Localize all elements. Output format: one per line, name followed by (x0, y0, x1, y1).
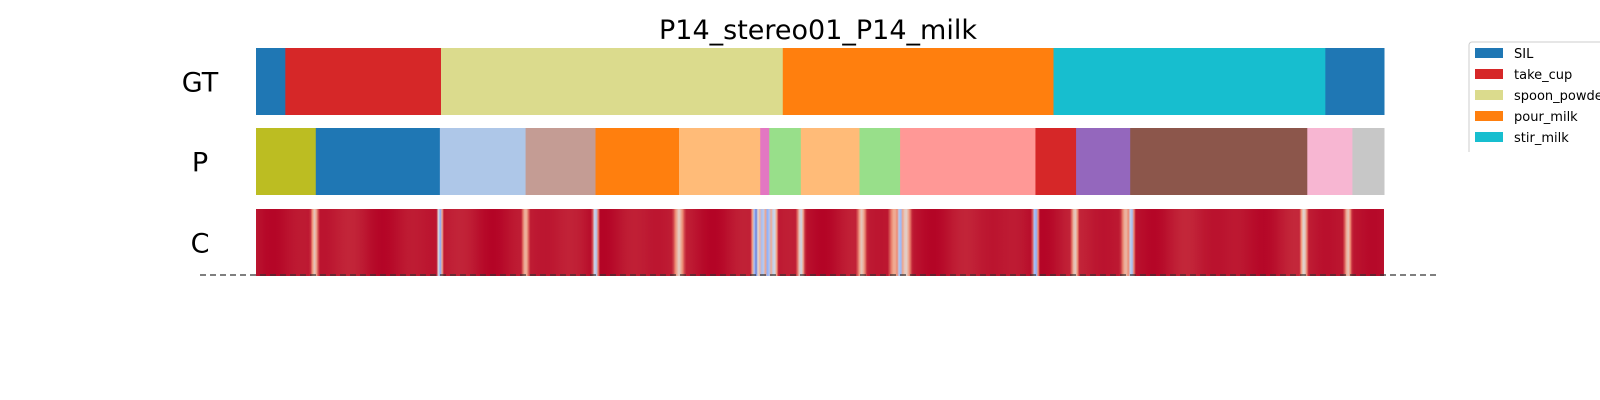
segment-p-13 (1130, 128, 1308, 195)
legend-swatch-3 (1475, 111, 1503, 121)
legend-label-2: spoon_powder (1514, 89, 1600, 104)
row-label-gt: GT (182, 68, 219, 99)
confidence-bar (256, 209, 1384, 276)
segment-gt-2 (440, 48, 784, 115)
legend-label-0: SIL (1514, 47, 1534, 62)
segment-p-9 (859, 128, 901, 195)
row-label-p: P (192, 148, 208, 179)
chart-title: P14_stereo01_P14_milk (659, 15, 977, 46)
segment-p-7 (769, 128, 802, 195)
segment-p-11 (1035, 128, 1077, 195)
row-label-c: C (191, 229, 210, 260)
legend: SIL take_cup spoon_powder pour_milk stir_mil… (1468, 41, 1600, 152)
segment-p-2 (439, 128, 527, 195)
segment-gt-0 (256, 48, 286, 115)
segment-p-3 (525, 128, 597, 195)
legend-swatch-4 (1475, 132, 1503, 142)
segment-p-5 (679, 128, 761, 195)
segment-gt-1 (285, 48, 442, 115)
legend-swatch-1 (1475, 69, 1503, 79)
legend-label-1: take_cup (1514, 68, 1572, 83)
segment-p-10 (900, 128, 1036, 195)
rows-group: GT P C (182, 48, 1385, 276)
segment-p-8 (800, 128, 860, 195)
segment-p-4 (595, 128, 680, 195)
segment-gt-3 (782, 48, 1054, 115)
legend-swatch-0 (1475, 48, 1503, 58)
segment-p-6 (760, 128, 770, 195)
legend-swatch-2 (1475, 90, 1503, 100)
segment-gt-4 (1053, 48, 1326, 115)
segment-p-12 (1076, 128, 1131, 195)
segment-p-0 (256, 128, 317, 195)
segment-gt-5 (1325, 48, 1385, 115)
segment-p-1 (315, 128, 441, 195)
segment-p-15 (1352, 128, 1385, 195)
legend-label-3: pour_milk (1514, 110, 1578, 125)
segment-p-14 (1307, 128, 1353, 195)
legend-label-4: stir_milk (1514, 131, 1569, 146)
